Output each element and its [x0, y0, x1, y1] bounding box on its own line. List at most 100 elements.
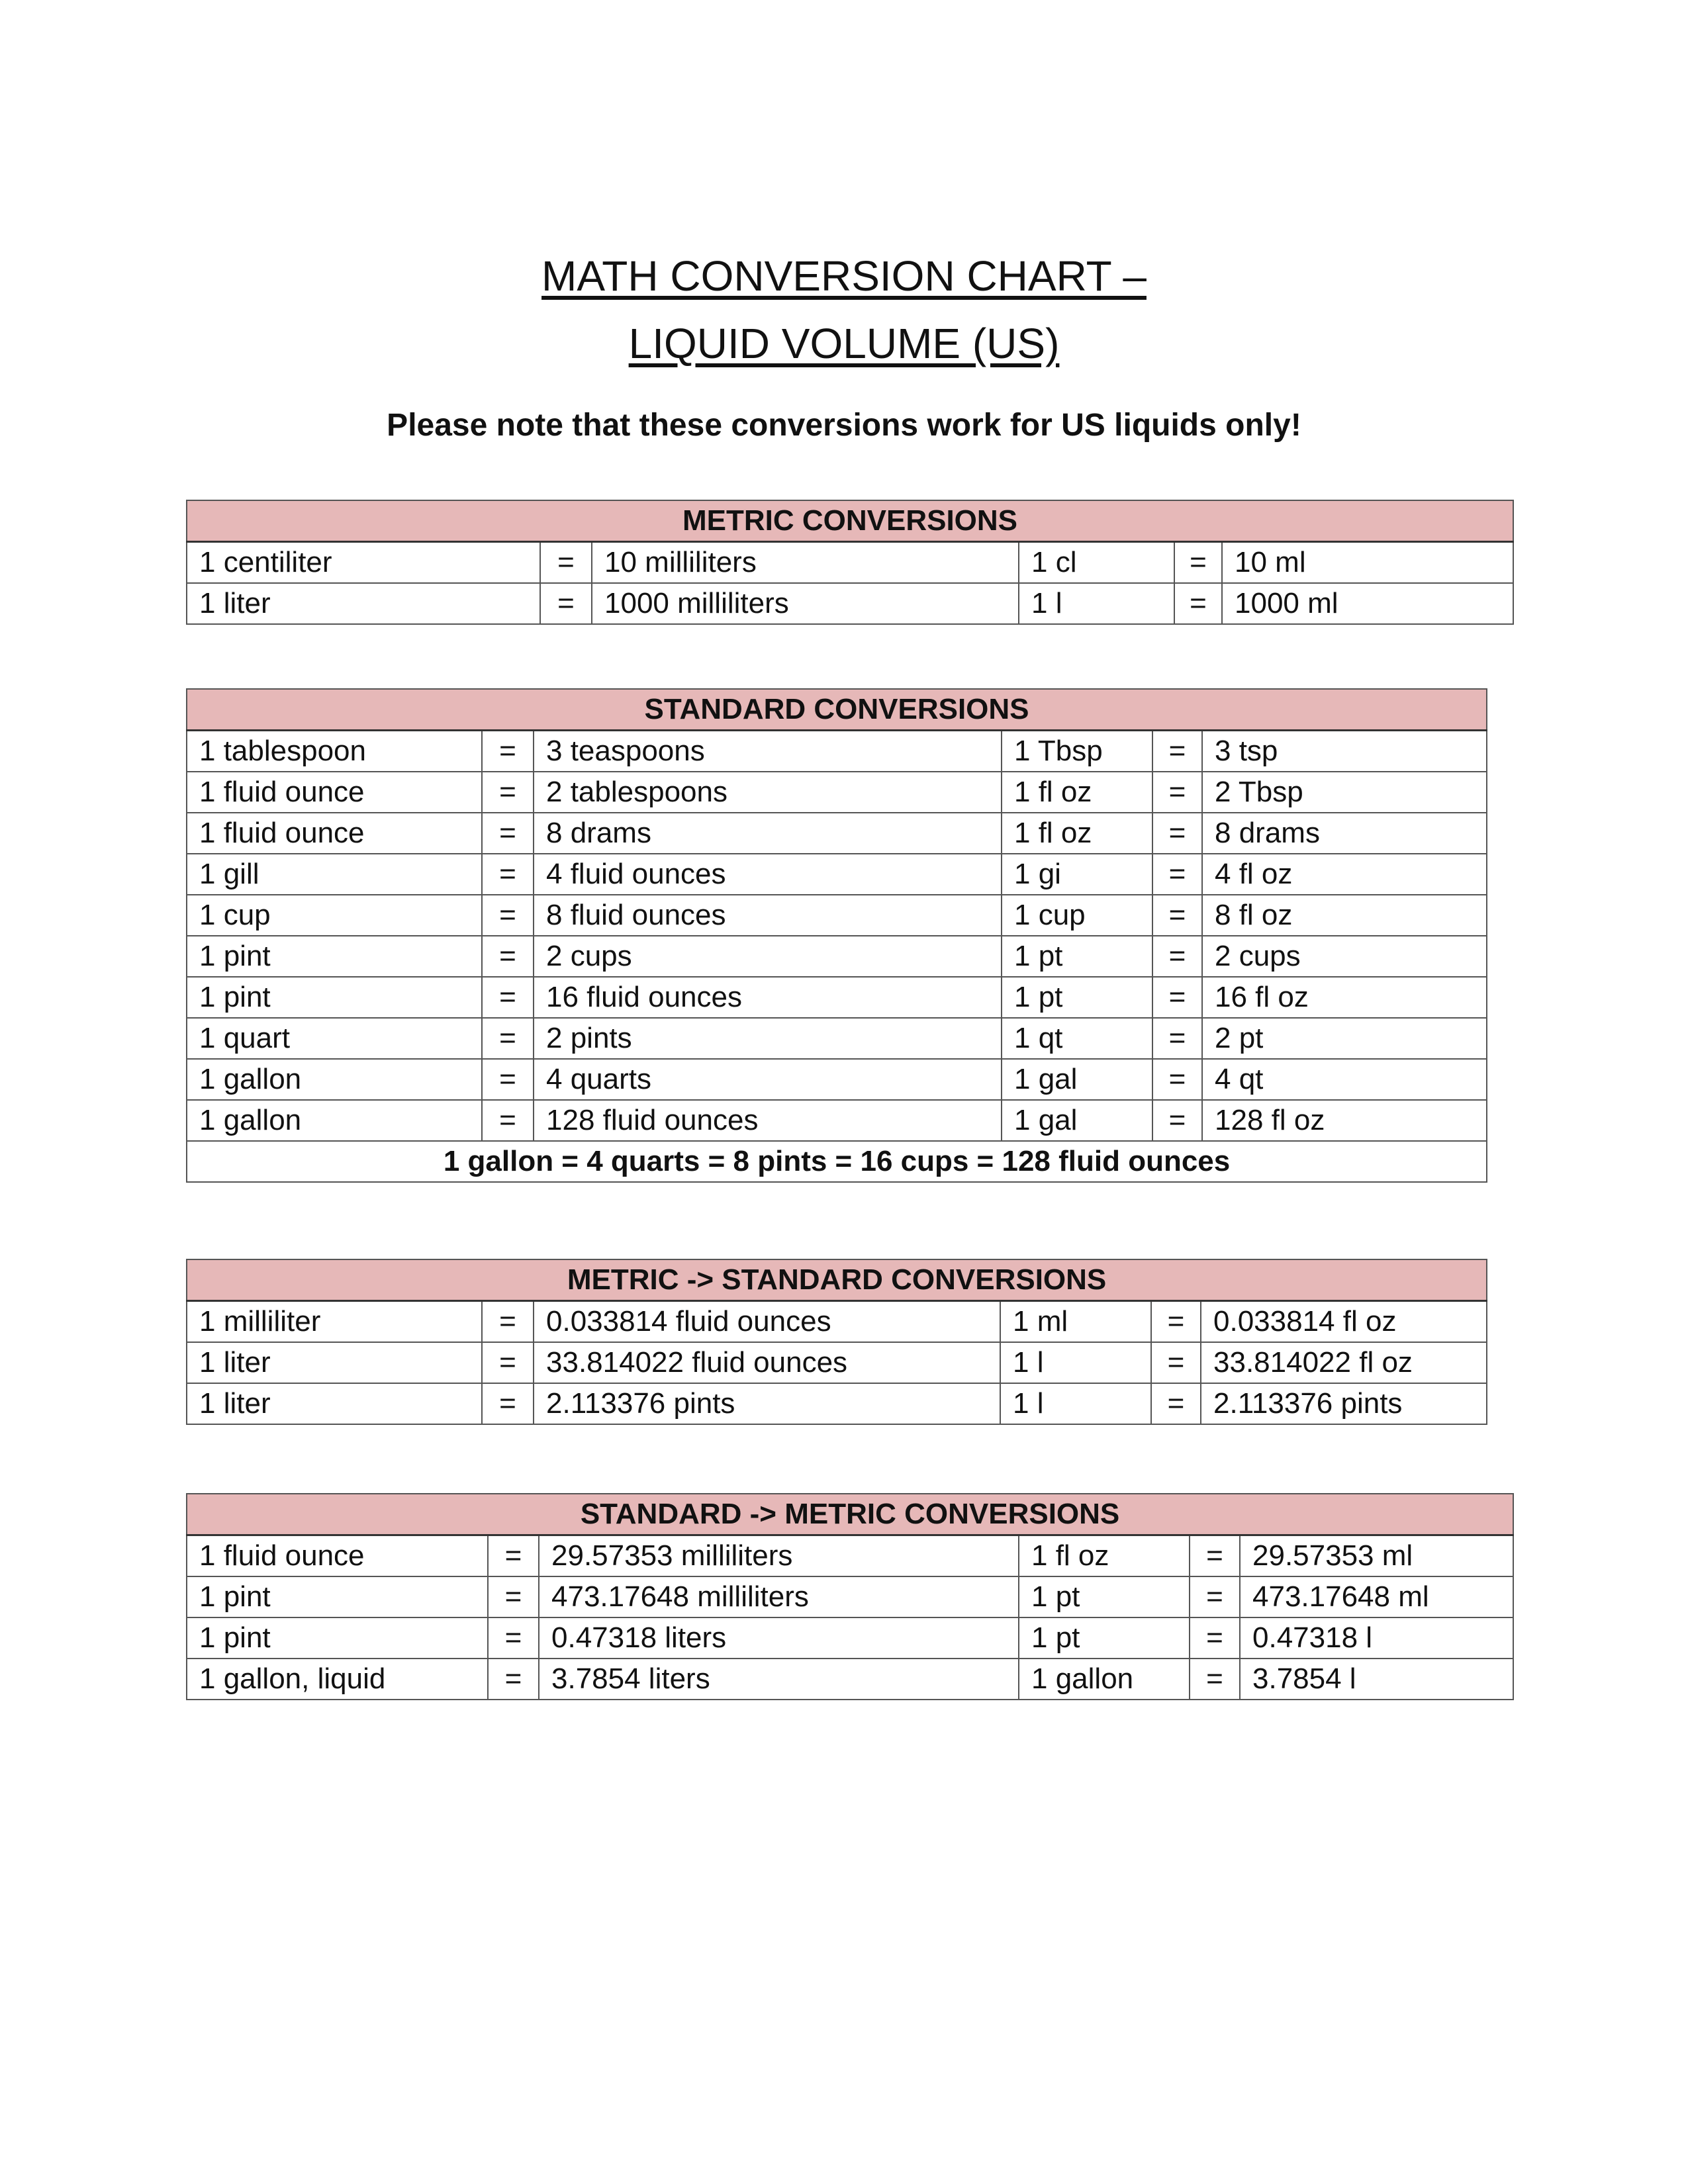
abbrev-value: 3 tsp	[1201, 729, 1488, 772]
unit-abbrev: 1 pt	[1001, 935, 1153, 978]
equals-sign: =	[481, 853, 534, 895]
equivalent-value: 128 fluid ounces	[533, 1099, 1002, 1142]
table-row: 1 fluid ounce = 29.57353 milliliters 1 fl o…	[186, 1534, 1515, 1577]
equals-sign: =	[487, 1658, 539, 1700]
equivalent-value: 2 tablespoons	[533, 771, 1002, 813]
equivalent-value: 3 teaspoons	[533, 729, 1002, 772]
table-row: 1 liter = 1000 milliliters 1 l = 1000 ml	[186, 582, 1515, 625]
abbrev-value: 2 pt	[1201, 1017, 1488, 1060]
table-row: 1 pint = 473.17648 milliliters 1 pt = 473.176…	[186, 1576, 1515, 1618]
table-row: 1 gallon = 4 quarts 1 gal = 4 qt	[186, 1058, 1488, 1101]
abbrev-value: 3.7854 l	[1239, 1658, 1515, 1700]
equals-sign: =	[539, 582, 592, 625]
unit-abbrev: 1 pt	[1018, 1617, 1190, 1659]
note: Please note that these conversions work …	[387, 408, 1301, 443]
equivalent-value: 8 drams	[533, 812, 1002, 854]
equals-sign: =	[481, 976, 534, 1019]
abbrev-value: 16 fl oz	[1201, 976, 1488, 1019]
unit-name: 1 pint	[186, 1617, 489, 1659]
equals-sign: =	[1150, 1342, 1201, 1384]
unit-name: 1 gill	[186, 853, 483, 895]
equals-sign: =	[1152, 935, 1203, 978]
unit-name: 1 gallon	[186, 1058, 483, 1101]
table-header: METRIC -> STANDARD CONVERSIONS	[185, 1259, 1488, 1302]
equals-sign: =	[481, 771, 534, 813]
unit-name: 1 quart	[186, 1017, 483, 1060]
table-row: 1 centiliter = 10 milliliters 1 cl = 10 ml	[186, 541, 1515, 584]
unit-abbrev: 1 qt	[1001, 1017, 1153, 1060]
equivalent-value: 0.033814 fluid ounces	[533, 1300, 1001, 1343]
metric-conversions-table: METRIC CONVERSIONS 1 centiliter = 10 millil…	[185, 500, 1515, 625]
abbrev-value: 29.57353 ml	[1239, 1534, 1515, 1577]
equivalent-value: 2 pints	[533, 1017, 1002, 1060]
equivalent-value: 29.57353 milliliters	[538, 1534, 1019, 1577]
unit-name: 1 liter	[186, 1383, 483, 1425]
equals-sign: =	[1152, 1017, 1203, 1060]
unit-abbrev: 1 l	[1000, 1342, 1152, 1384]
unit-abbrev: 1 gallon	[1018, 1658, 1190, 1700]
equivalent-value: 16 fluid ounces	[533, 976, 1002, 1019]
unit-abbrev: 1 cup	[1001, 894, 1153, 936]
equals-sign: =	[487, 1617, 539, 1659]
standard-to-metric-table: STANDARD -> METRIC CONVERSIONS 1 fluid ou…	[185, 1493, 1515, 1700]
abbrev-value: 0.47318 l	[1239, 1617, 1515, 1659]
unit-abbrev: 1 gal	[1001, 1058, 1153, 1101]
unit-abbrev: 1 l	[1000, 1383, 1152, 1425]
equals-sign: =	[1152, 894, 1203, 936]
equivalent-value: 1000 milliliters	[591, 582, 1019, 625]
table-row: 1 cup = 8 fluid ounces 1 cup = 8 fl oz	[186, 894, 1488, 936]
table-row: 1 milliliter = 0.033814 fluid ounces 1 ml = 0…	[186, 1300, 1488, 1343]
equals-sign: =	[481, 1099, 534, 1142]
title-line-2: LIQUID VOLUME (US)	[628, 320, 1060, 367]
standard-conversions-table: STANDARD CONVERSIONS 1 tablespoon = 3 teasp…	[185, 688, 1488, 1183]
table-row: 1 tablespoon = 3 teaspoons 1 Tbsp = 3 tsp	[186, 729, 1488, 772]
equals-sign: =	[1174, 582, 1223, 625]
abbrev-value: 0.033814 fl oz	[1199, 1300, 1488, 1343]
equals-sign: =	[481, 1342, 534, 1384]
unit-name: 1 fluid ounce	[186, 812, 483, 854]
table-row: 1 gallon = 128 fluid ounces 1 gal = 128 fl oz	[186, 1099, 1488, 1142]
equals-sign: =	[1189, 1617, 1241, 1659]
equals-sign: =	[487, 1576, 539, 1618]
unit-name: 1 milliliter	[186, 1300, 483, 1343]
equals-sign: =	[481, 1300, 534, 1343]
abbrev-value: 8 fl oz	[1201, 894, 1488, 936]
table-row: 1 quart = 2 pints 1 qt = 2 pt	[186, 1017, 1488, 1060]
equals-sign: =	[481, 729, 534, 772]
equals-sign: =	[539, 541, 592, 584]
equals-sign: =	[481, 812, 534, 854]
table-row: 1 gallon, liquid = 3.7854 liters 1 gallon = 3…	[186, 1658, 1515, 1700]
unit-abbrev: 1 pt	[1001, 976, 1153, 1019]
unit-name: 1 gallon	[186, 1099, 483, 1142]
unit-name: 1 pint	[186, 935, 483, 978]
table-footer: 1 gallon = 4 quarts = 8 pints = 16 cups …	[185, 1140, 1488, 1183]
unit-name: 1 pint	[186, 976, 483, 1019]
table-row: 1 fluid ounce = 8 drams 1 fl oz = 8 drams	[186, 812, 1488, 854]
equals-sign: =	[1152, 812, 1203, 854]
equals-sign: =	[481, 1383, 534, 1425]
equals-sign: =	[1189, 1576, 1241, 1618]
equals-sign: =	[1152, 853, 1203, 895]
abbrev-value: 473.17648 ml	[1239, 1576, 1515, 1618]
abbrev-value: 1000 ml	[1221, 582, 1515, 625]
abbrev-value: 2 Tbsp	[1201, 771, 1488, 813]
equals-sign: =	[1152, 976, 1203, 1019]
unit-name: 1 cup	[186, 894, 483, 936]
equivalent-value: 4 fluid ounces	[533, 853, 1002, 895]
unit-name: 1 gallon, liquid	[186, 1658, 489, 1700]
equivalent-value: 8 fluid ounces	[533, 894, 1002, 936]
table-header: STANDARD -> METRIC CONVERSIONS	[185, 1493, 1515, 1536]
unit-abbrev: 1 cl	[1018, 541, 1175, 584]
equals-sign: =	[1189, 1658, 1241, 1700]
equivalent-value: 3.7854 liters	[538, 1658, 1019, 1700]
metric-to-standard-table: METRIC -> STANDARD CONVERSIONS 1 millilit…	[185, 1259, 1488, 1425]
table-row: 1 liter = 33.814022 fluid ounces 1 l = 33.814…	[186, 1342, 1488, 1384]
unit-abbrev: 1 fl oz	[1018, 1534, 1190, 1577]
abbrev-value: 4 qt	[1201, 1058, 1488, 1101]
equals-sign: =	[1150, 1300, 1201, 1343]
equals-sign: =	[481, 1017, 534, 1060]
title-line-1: MATH CONVERSION CHART –	[541, 252, 1147, 300]
table-row: 1 fluid ounce = 2 tablespoons 1 fl oz = 2 Tbs…	[186, 771, 1488, 813]
equals-sign: =	[1189, 1534, 1241, 1577]
abbrev-value: 2.113376 pints	[1199, 1383, 1488, 1425]
